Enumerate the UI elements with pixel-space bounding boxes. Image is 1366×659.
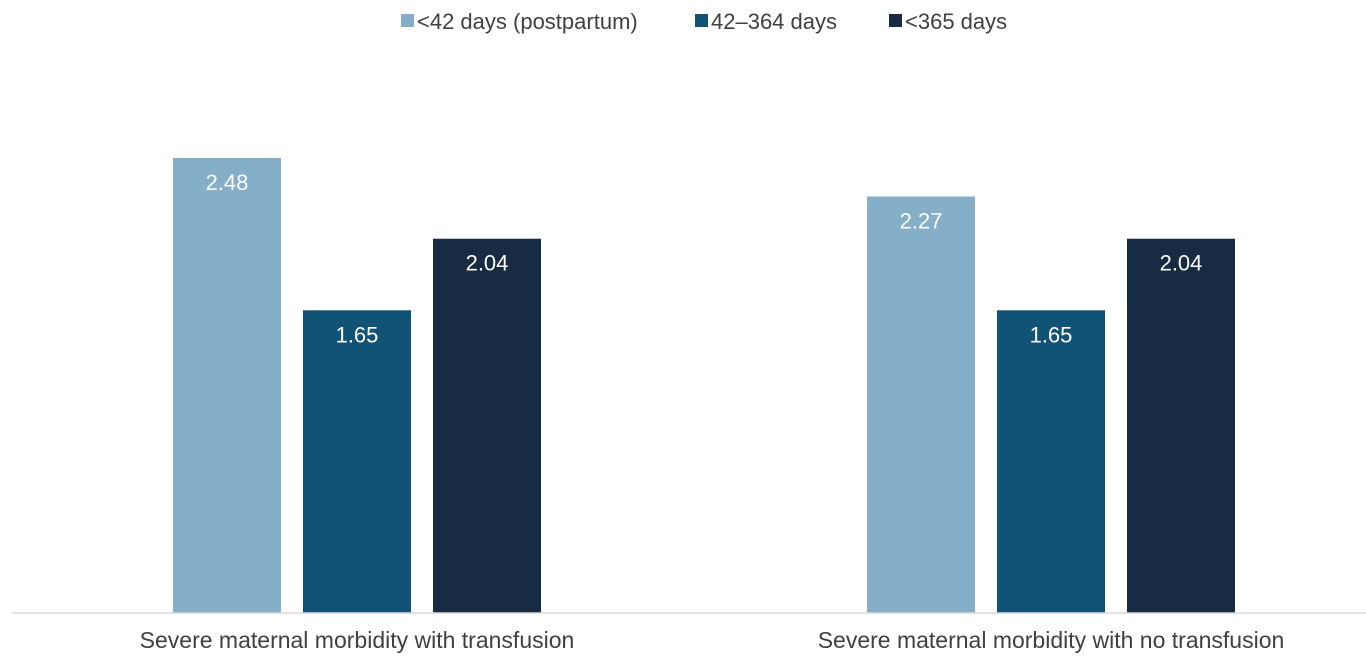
- x-axis-category-label: Severe maternal morbidity with no transf…: [818, 627, 1285, 653]
- legend-label: <365 days: [905, 9, 1007, 34]
- bar-value-label: 2.04: [1160, 251, 1203, 276]
- bar-value-label: 1.65: [336, 322, 379, 347]
- x-axis-category-label: Severe maternal morbidity with transfusi…: [140, 627, 575, 653]
- legend-swatch: [889, 14, 902, 27]
- bar: [173, 158, 281, 613]
- legend-swatch: [401, 14, 414, 27]
- legend-label: <42 days (postpartum): [417, 9, 638, 34]
- bar: [433, 238, 541, 613]
- legend-label: 42–364 days: [711, 9, 837, 34]
- bar-value-label: 2.48: [206, 170, 249, 195]
- bar: [303, 310, 411, 613]
- legend-swatch: [695, 14, 708, 27]
- bars: 2.48 2.27 1.65 1.65 2.04 2.04: [173, 158, 1235, 613]
- bar: [997, 310, 1105, 613]
- bar-value-label: 2.27: [900, 209, 943, 234]
- bar-value-label: 2.04: [466, 251, 509, 276]
- bar: [1127, 238, 1235, 613]
- x-axis-tick-labels: Severe maternal morbidity with transfusi…: [140, 627, 1285, 653]
- legend: <42 days (postpartum) 42–364 days <365 day…: [401, 9, 1007, 34]
- bar-value-label: 1.65: [1030, 322, 1073, 347]
- bar: [867, 196, 975, 613]
